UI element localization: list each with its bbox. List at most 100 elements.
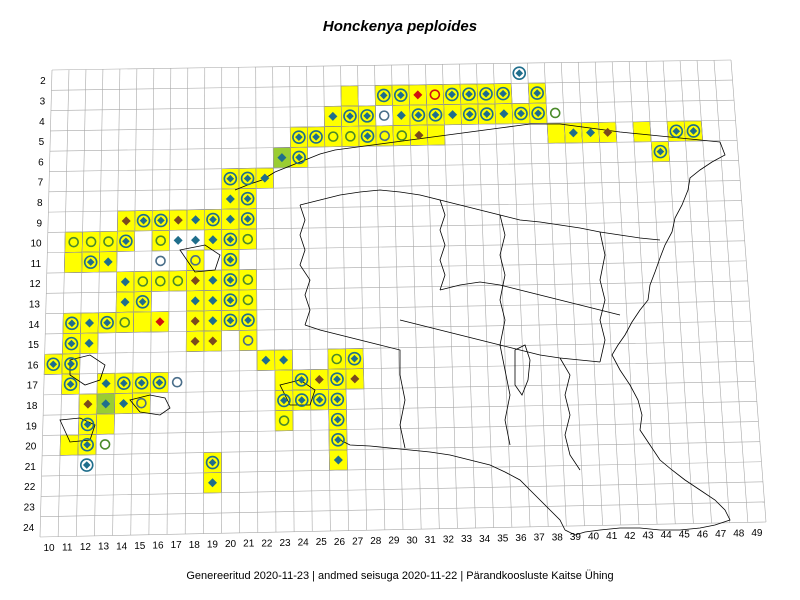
- grid-line-vertical: [560, 62, 585, 526]
- observation-markers-layer: [46, 66, 701, 488]
- record-diamond-marker: [499, 89, 507, 98]
- record-diamond-marker: [208, 316, 218, 326]
- record-open-circle-marker: [103, 236, 114, 247]
- record-circle-marker: [240, 212, 255, 226]
- grid-line-horizontal: [50, 119, 736, 132]
- record-open-circle-marker: [549, 107, 561, 119]
- record-diamond-marker: [295, 153, 303, 162]
- grid-line-vertical: [611, 61, 640, 525]
- occupied-cell: [63, 251, 83, 274]
- record-diamond-marker: [120, 297, 130, 307]
- record-diamond-marker: [465, 90, 473, 98]
- record-circle-marker: [135, 294, 150, 309]
- grid-line-vertical: [543, 62, 567, 527]
- occupied-cell: [99, 230, 118, 253]
- record-diamond-marker: [350, 354, 359, 363]
- inner-border-1: [299, 189, 446, 291]
- record-diamond-marker: [86, 258, 95, 266]
- inner-border-6: [499, 214, 511, 446]
- grid-line-vertical: [76, 69, 87, 537]
- occupied-cell: [81, 231, 101, 253]
- record-diamond-marker: [243, 174, 252, 183]
- y-tick-label: 19: [26, 421, 38, 432]
- y-tick-label: 15: [28, 340, 40, 351]
- grid-line-vertical: [577, 62, 603, 526]
- record-diamond-marker: [586, 128, 596, 138]
- record-diamond-marker: [277, 153, 287, 163]
- record-circle-marker: [360, 129, 375, 143]
- record-diamond-marker: [226, 296, 235, 305]
- occupied-cell: [238, 269, 258, 291]
- y-tick-label: 21: [25, 462, 37, 473]
- record-diamond-marker: [208, 296, 218, 306]
- occupied-cell: [151, 270, 170, 292]
- record-circle-marker: [80, 417, 95, 432]
- y-tick-label: 7: [38, 178, 44, 189]
- record-diamond-marker: [568, 128, 578, 138]
- grid-line-horizontal: [47, 240, 745, 254]
- record-diamond-marker: [260, 173, 270, 183]
- record-open-circle-marker: [278, 415, 290, 426]
- x-tick-label: 42: [624, 531, 636, 542]
- island-4: [179, 244, 221, 273]
- record-open-circle-marker: [172, 275, 184, 287]
- record-circle-marker: [343, 109, 357, 123]
- x-tick-label: 37: [534, 533, 546, 544]
- grid-line-vertical: [203, 67, 206, 534]
- record-diamond-marker: [83, 420, 92, 429]
- record-diamond-marker: [396, 91, 405, 99]
- record-diamond-marker: [243, 194, 252, 203]
- record-circle-marker: [83, 255, 98, 269]
- record-circle-marker: [152, 375, 167, 390]
- record-diamond-marker: [101, 379, 111, 389]
- x-tick-label: 36: [515, 533, 527, 544]
- grid-line-vertical: [628, 61, 658, 525]
- grid-line-vertical: [148, 68, 155, 535]
- occupied-cell: [392, 125, 411, 147]
- x-tick-label: 24: [298, 538, 310, 549]
- x-tick-label: 28: [370, 536, 382, 547]
- record-open-circle-marker: [190, 255, 201, 266]
- country-borders-layer: [59, 123, 731, 536]
- record-diamond-marker: [208, 235, 218, 245]
- record-diamond-brown-marker: [414, 130, 424, 140]
- record-open-circle-marker: [379, 130, 390, 142]
- record-diamond-marker: [333, 395, 342, 404]
- record-diamond-marker: [261, 355, 271, 365]
- occupied-cell: [274, 410, 294, 432]
- record-circle-marker: [240, 191, 255, 206]
- record-circle-marker: [63, 377, 78, 392]
- y-tick-label: 2: [40, 76, 46, 87]
- record-diamond-brown-marker: [83, 399, 93, 409]
- y-tick-label: 3: [40, 96, 46, 107]
- record-circle-marker: [686, 124, 701, 138]
- record-diamond-marker: [103, 257, 113, 267]
- x-tick-label: 17: [171, 540, 183, 551]
- grid-line-vertical: [679, 60, 712, 524]
- record-circle-marker: [376, 88, 391, 103]
- x-tick-label: 46: [697, 529, 709, 540]
- record-circle-marker: [206, 212, 220, 227]
- record-open-circle-marker: [396, 130, 408, 141]
- grid-line-vertical: [184, 67, 189, 535]
- record-circle-marker: [117, 376, 131, 391]
- record-circle-marker: [223, 313, 238, 328]
- record-circle-marker: [531, 106, 545, 121]
- record-diamond-brown-marker: [190, 336, 200, 346]
- island-2: [69, 354, 106, 386]
- record-diamond-marker: [137, 379, 146, 387]
- record-open-circle-marker: [85, 236, 97, 248]
- record-circle-marker: [669, 124, 684, 139]
- occupied-cell: [95, 413, 115, 435]
- record-circle-marker: [154, 213, 168, 228]
- x-tick-label: 39: [570, 532, 582, 543]
- record-diamond-marker: [157, 216, 165, 225]
- grid-line-vertical: [255, 66, 259, 533]
- border-south: [339, 439, 566, 531]
- grid-line-vertical: [39, 69, 53, 538]
- record-circle-marker: [223, 273, 238, 287]
- record-diamond-marker: [672, 127, 681, 136]
- grid-line-horizontal: [44, 361, 754, 375]
- record-diamond-red-marker: [413, 90, 423, 100]
- record-diamond-marker: [243, 215, 252, 223]
